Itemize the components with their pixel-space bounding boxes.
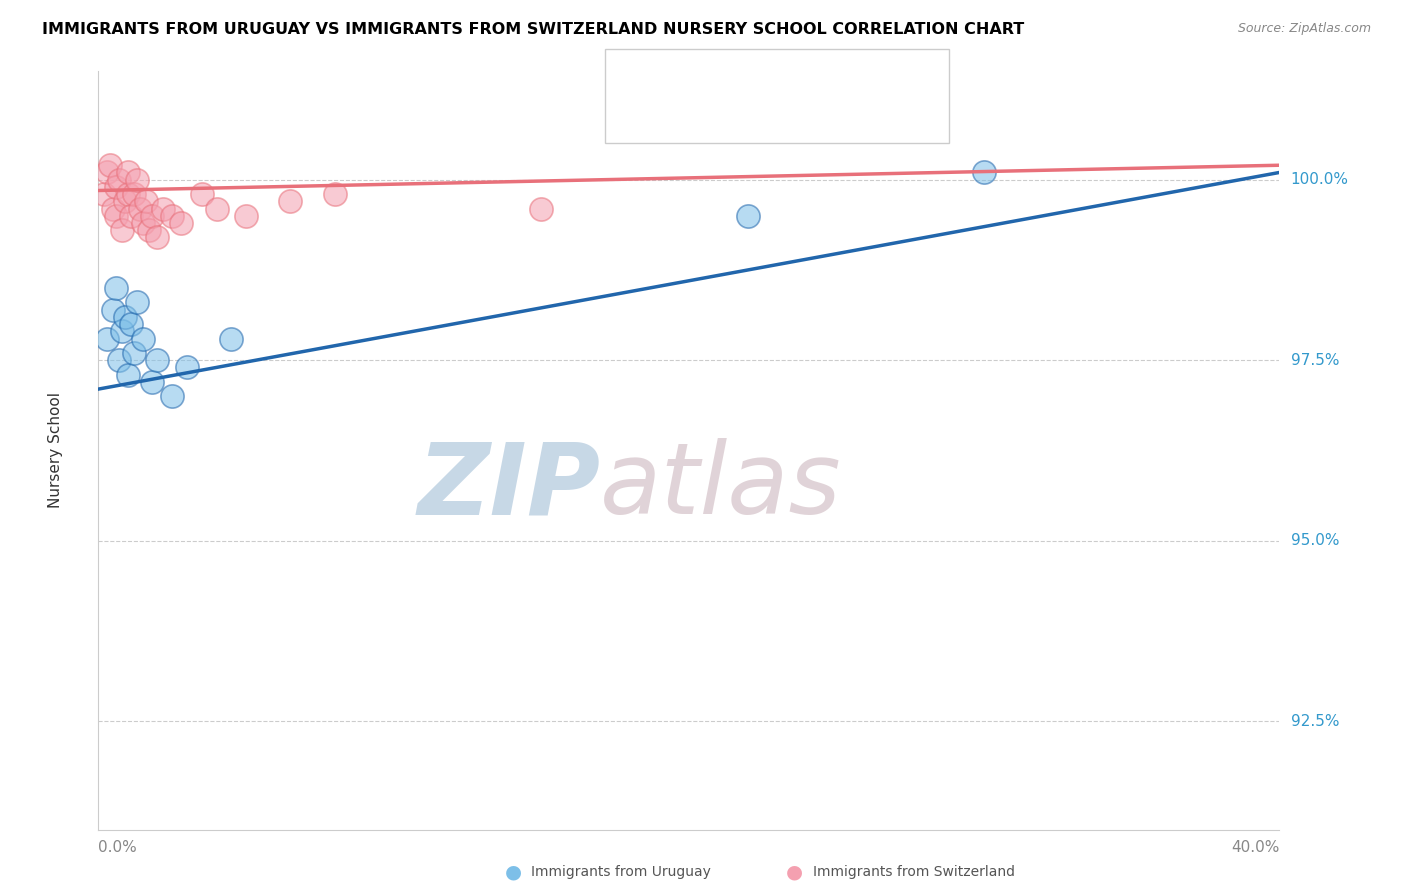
Point	[108, 172, 131, 186]
Text: 0.560: 0.560	[679, 70, 727, 85]
Point	[280, 194, 302, 209]
Point	[103, 302, 125, 317]
Point	[737, 209, 759, 223]
Point	[96, 332, 118, 346]
Text: R =: R =	[643, 70, 676, 85]
Point	[170, 216, 193, 230]
Text: atlas: atlas	[600, 438, 842, 535]
Text: 100.0%: 100.0%	[1291, 172, 1348, 187]
Point	[138, 223, 160, 237]
Point	[114, 310, 136, 324]
Point	[221, 332, 243, 346]
Point	[125, 295, 148, 310]
Text: N =: N =	[752, 109, 786, 124]
Text: 29: 29	[789, 109, 810, 124]
Point	[530, 202, 553, 216]
Text: 18: 18	[789, 70, 810, 85]
Point	[122, 346, 145, 360]
Point	[162, 389, 183, 403]
Point	[162, 209, 183, 223]
Text: ■: ■	[623, 106, 643, 127]
Point	[132, 332, 155, 346]
Text: Immigrants from Switzerland: Immigrants from Switzerland	[813, 865, 1015, 880]
Text: Source: ZipAtlas.com: Source: ZipAtlas.com	[1237, 22, 1371, 36]
Point	[105, 209, 128, 223]
Text: 0.0%: 0.0%	[98, 840, 138, 855]
Point	[108, 353, 131, 368]
Text: Nursery School: Nursery School	[48, 392, 63, 508]
Point	[205, 202, 228, 216]
Point	[135, 194, 157, 209]
Text: N =: N =	[752, 70, 786, 85]
Point	[191, 187, 214, 202]
Point	[146, 230, 169, 244]
Point	[120, 317, 142, 331]
Point	[96, 165, 118, 179]
Text: R =: R =	[643, 109, 676, 124]
Point	[103, 202, 125, 216]
Text: ●: ●	[505, 863, 522, 882]
Text: 92.5%: 92.5%	[1291, 714, 1339, 729]
Text: ●: ●	[786, 863, 803, 882]
Point	[111, 223, 134, 237]
Text: ■: ■	[623, 67, 643, 87]
Point	[176, 360, 198, 375]
Point	[323, 187, 346, 202]
Point	[141, 375, 163, 389]
Text: 95.0%: 95.0%	[1291, 533, 1339, 549]
Text: IMMIGRANTS FROM URUGUAY VS IMMIGRANTS FROM SWITZERLAND NURSERY SCHOOL CORRELATIO: IMMIGRANTS FROM URUGUAY VS IMMIGRANTS FR…	[42, 22, 1025, 37]
Point	[141, 209, 163, 223]
Point	[125, 172, 148, 186]
Point	[93, 187, 115, 202]
Point	[105, 281, 128, 295]
Point	[235, 209, 257, 223]
Point	[114, 194, 136, 209]
Point	[117, 368, 139, 382]
Point	[973, 165, 995, 179]
Point	[122, 187, 145, 202]
Point	[98, 158, 121, 172]
Text: ZIP: ZIP	[418, 438, 600, 535]
Point	[111, 324, 134, 338]
Point	[117, 165, 139, 179]
Text: 97.5%: 97.5%	[1291, 352, 1339, 368]
Point	[120, 209, 142, 223]
Text: Immigrants from Uruguay: Immigrants from Uruguay	[531, 865, 711, 880]
Point	[132, 216, 155, 230]
Point	[117, 187, 139, 202]
Point	[128, 202, 150, 216]
Point	[105, 180, 128, 194]
Text: 0.434: 0.434	[679, 109, 727, 124]
Point	[152, 202, 174, 216]
Point	[146, 353, 169, 368]
Text: 40.0%: 40.0%	[1232, 840, 1279, 855]
